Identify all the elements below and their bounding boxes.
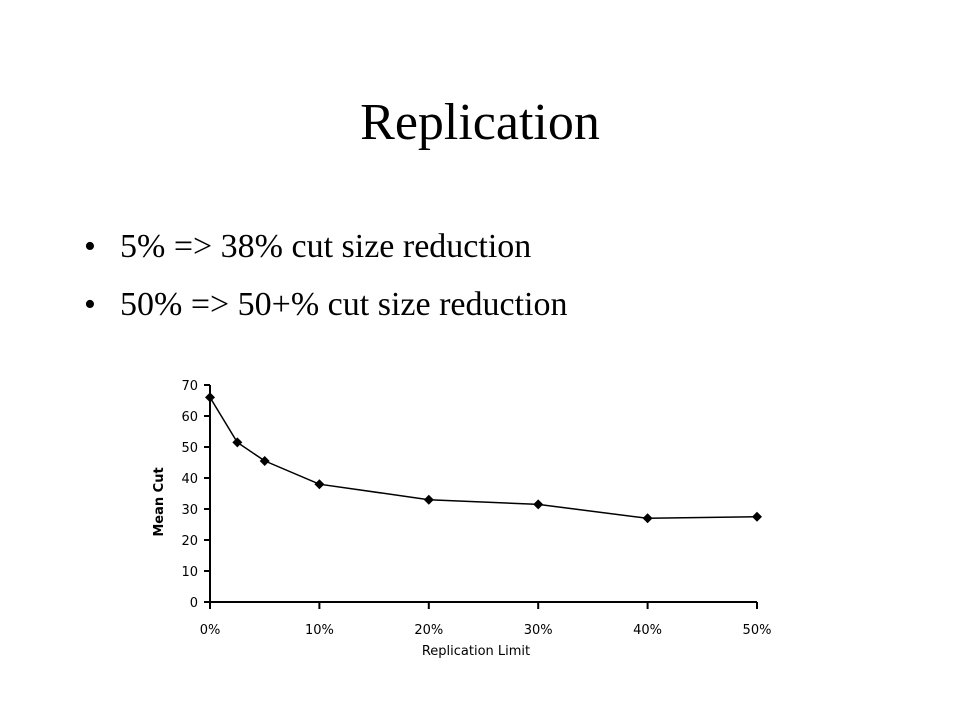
y-tick-label: 40 [181,472,198,487]
series-line [209,397,758,520]
bullet-text: 50% => 50+% cut size reduction [120,286,568,323]
data-point-marker [259,455,270,466]
y-tick-label: 0 [190,596,198,611]
y-tick-label: 20 [181,534,198,549]
data-point-marker [205,392,215,403]
data-point-marker [232,437,243,448]
data-point-marker [533,499,544,510]
chart-ticks: 0 10 20 30 40 50 60 70 0% 10% 20% 30% 40% 50% [181,379,771,638]
y-axis-title: Mean Cut [152,467,167,536]
data-point-marker [423,494,434,505]
data-point-marker [314,479,325,490]
y-tick-label: 30 [181,503,198,518]
bullet-dot: • [84,286,96,323]
y-tick-label: 50 [181,441,198,456]
y-tick-label: 10 [181,565,198,580]
data-point-marker [752,511,762,522]
x-tick-label: 30% [524,623,553,638]
data-point-marker [642,513,653,524]
bullet-item: • 5% => 38% cut size reduction [84,218,567,276]
y-tick-label: 70 [181,379,198,394]
slide-title: Replication [360,94,600,151]
chart-series [205,392,762,524]
bullet-text: 5% => 38% cut size reduction [120,228,532,265]
x-axis-title: Replication Limit [422,644,530,659]
bullet-list: • 5% => 38% cut size reduction • 50% => … [84,218,567,334]
x-tick-label: 10% [305,623,334,638]
bullet-dot: • [84,228,96,265]
x-tick-label: 40% [633,623,662,638]
bullet-item: • 50% => 50+% cut size reduction [84,276,567,334]
y-tick-label: 60 [181,410,198,425]
chart-axes [209,385,757,603]
x-tick-label: 0% [200,623,221,638]
x-tick-label: 20% [414,623,443,638]
x-tick-label: 50% [743,623,772,638]
